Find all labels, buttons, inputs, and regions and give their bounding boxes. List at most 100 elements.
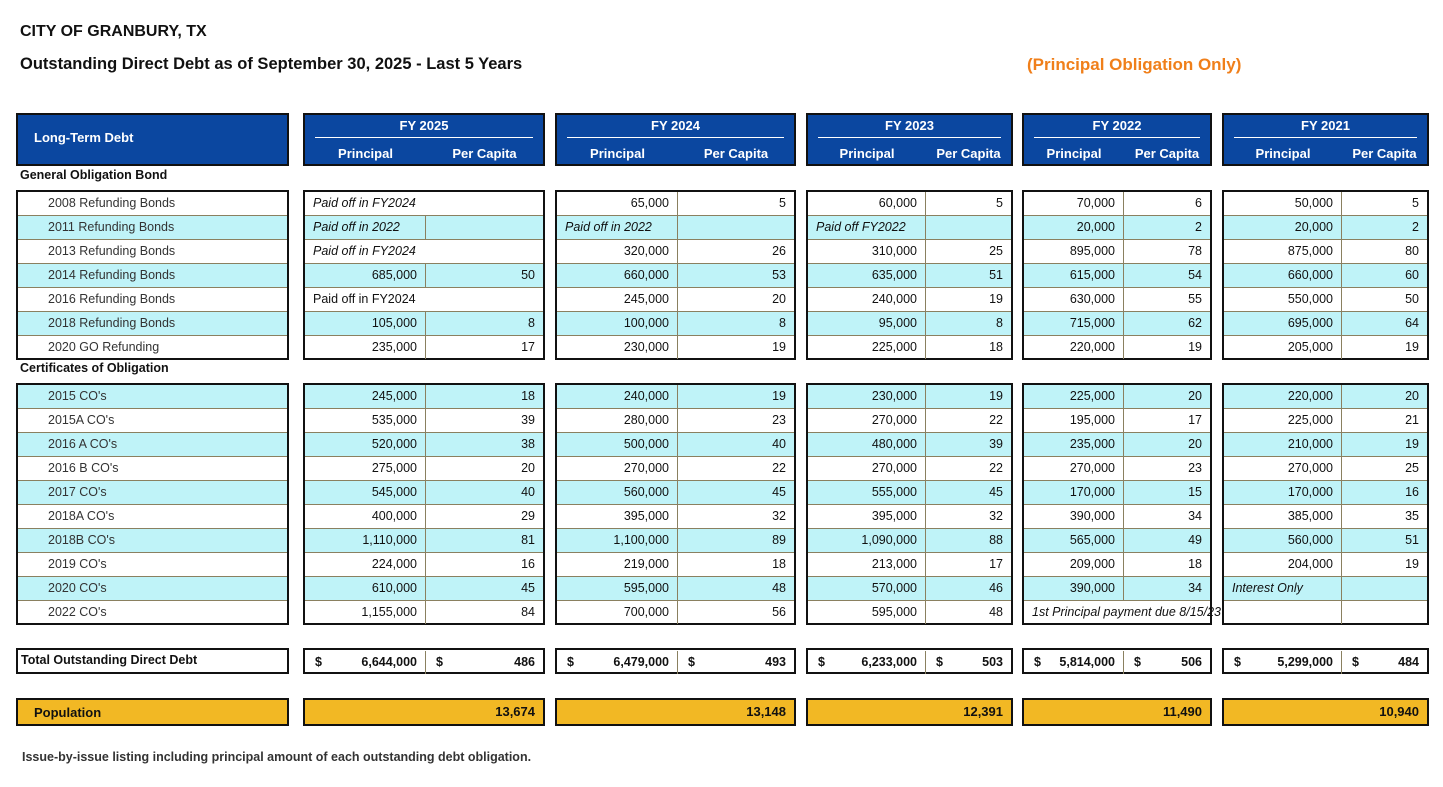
principal-value: 570,000 [808,577,926,600]
per-capita-empty [1342,577,1427,600]
per-capita-value: 53 [772,268,786,282]
principal-value: 220,000 [1224,385,1342,408]
per-capita-value: 20 [1405,389,1419,403]
debt-row: 270,000 22 [808,457,1011,481]
population-value: 10,940 [1379,704,1419,719]
principal-value: 245,000 [557,288,678,311]
per-capita-value: 18 [1188,557,1202,571]
debt-row: 560,000 51 [1224,529,1427,553]
principal-value: 270,000 [1024,457,1124,480]
status-note: Interest Only [1224,577,1342,600]
principal-value: 550,000 [1224,288,1342,311]
principal-value: 205,000 [1224,336,1342,359]
entity-name: CITY OF GRANBURY, TX [20,23,207,40]
header-divider [567,137,784,138]
principal-value: 195,000 [1024,409,1124,432]
debt-issue-name: 2008 Refunding Bonds [48,196,176,210]
per-capita-value: 8 [996,316,1003,330]
principal-header: Principal [590,146,645,161]
per-capita-value: 19 [1188,340,1202,354]
debt-issue-row: 2018A CO's [18,505,287,529]
total-per-capita: 506 [1181,655,1202,669]
label-header: Long-Term Debt [16,113,289,166]
status-note: Paid off in FY2024 [313,292,416,306]
debt-row: 240,000 19 [557,385,794,409]
currency-sign: $ [436,655,443,669]
debt-row: Paid off in FY2024 [305,192,543,216]
per-capita-value: 25 [989,244,1003,258]
year-header-4: FY 2021 Principal Per Capita [1222,113,1429,166]
debt-issue-row: 2020 CO's [18,577,287,601]
principal-value: 535,000 [305,409,426,432]
debt-row: 219,000 18 [557,553,794,577]
principal-value: 213,000 [808,553,926,576]
principal-value: 310,000 [808,240,926,263]
debt-row: Paid off in FY2024 [305,288,543,312]
per-capita-value: 35 [1405,509,1419,523]
principal-value: 480,000 [808,433,926,456]
debt-issue-name: 2019 CO's [48,557,107,571]
debt-row: Interest Only [1224,577,1427,601]
currency-sign: $ [818,655,825,669]
debt-row: 280,000 23 [557,409,794,433]
status-note: Paid off in FY2024 [313,244,416,258]
per-capita-value: 39 [989,437,1003,451]
total-per-capita: 503 [982,655,1003,669]
debt-row: 1,090,000 88 [808,529,1011,553]
currency-sign: $ [1352,655,1359,669]
debt-row: 20,000 2 [1224,216,1427,240]
debt-row: 220,000 19 [1024,336,1210,360]
debt-row: 100,000 8 [557,312,794,336]
principal-value: 65,000 [557,192,678,215]
debt-issue-row: 2018B CO's [18,529,287,553]
debt-row: 245,000 20 [557,288,794,312]
page-title: Outstanding Direct Debt as of September … [20,55,523,73]
go-block-3: 70,000 6 20,000 2 895,000 78 615,000 54 630,000 5… [1022,190,1212,360]
population-block-1: 13,148 [555,698,796,726]
per-capita-value: 20 [1188,437,1202,451]
per-capita-value: 88 [989,533,1003,547]
debt-row: 555,000 45 [808,481,1011,505]
debt-issue-name: 2015 CO's [48,389,107,403]
footnote: Issue-by-issue listing including princip… [22,750,532,764]
per-capita-value: 34 [1188,581,1202,595]
debt-row: 209,000 18 [1024,553,1210,577]
debt-row: 500,000 40 [557,433,794,457]
principal-value: 875,000 [1224,240,1342,263]
co-labels: 2015 CO's 2015A CO's 2016 A CO's 2016 B CO'… [16,383,289,625]
go-block-4: 50,000 5 20,000 2 875,000 80 660,000 60 550,000 5… [1222,190,1429,360]
per-capita-value: 62 [1188,316,1202,330]
principal-header: Principal [338,146,393,161]
principal-value: 560,000 [557,481,678,504]
debt-row: 390,000 34 [1024,505,1210,529]
debt-row: 660,000 60 [1224,264,1427,288]
per-capita-value: 78 [1188,244,1202,258]
principal-header: Principal [839,146,895,161]
currency-sign: $ [315,655,322,669]
per-capita-value: 19 [989,389,1003,403]
debt-row: 595,000 48 [557,577,794,601]
per-capita-value: 25 [1405,461,1419,475]
co-block-4: 220,000 20 225,000 21 210,000 19 270,000 25 170,… [1222,383,1429,625]
total-principal: 5,814,000 [1038,651,1124,674]
debt-row: 1,155,000 84 [305,601,543,625]
status-note: Paid off in 2022 [305,216,426,239]
principal-value: 235,000 [305,336,426,359]
per-capita-value: 16 [521,557,535,571]
principal-value: 225,000 [1024,385,1124,408]
principal-value: 610,000 [305,577,426,600]
debt-issue-row: 2019 CO's [18,553,287,577]
go-block-2: 60,000 5 Paid off FY2022 310,000 25 635,000 51… [806,190,1013,360]
principal-value: 895,000 [1024,240,1124,263]
debt-row: 615,000 54 [1024,264,1210,288]
debt-row: 225,000 20 [1024,385,1210,409]
currency-sign: $ [688,655,695,669]
per-capita-value: 26 [772,244,786,258]
debt-row: 545,000 40 [305,481,543,505]
per-capita-value: 49 [1188,533,1202,547]
total-block-3: $5,814,000 $506 [1022,648,1212,674]
debt-row: 225,000 21 [1224,409,1427,433]
principal-value: 555,000 [808,481,926,504]
debt-issue-row: 2011 Refunding Bonds [18,216,287,240]
debt-row: 1st Principal payment due 8/15/23 [1024,601,1221,625]
